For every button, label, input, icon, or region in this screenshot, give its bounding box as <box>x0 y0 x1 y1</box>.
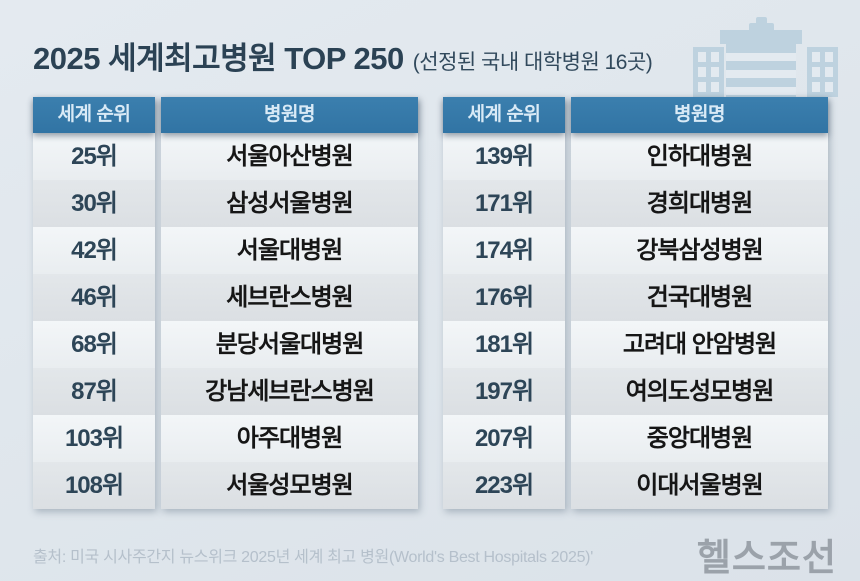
title-text: 2025 세계최고병원 TOP 250 <box>33 41 404 76</box>
hospital-name-cell: 서울아산병원 <box>161 133 418 180</box>
hospital-name-cell: 분당서울대병원 <box>161 321 418 368</box>
rank-cell: 139위 <box>443 133 565 180</box>
rank-column: 세계 순위 25위 30위 42위 46위 68위 87위 103위 108위 <box>33 97 155 509</box>
rank-cell: 171위 <box>443 180 565 227</box>
hospital-right-wing <box>807 47 838 97</box>
rank-cell: 87위 <box>33 368 155 415</box>
hospital-name-cell: 중앙대병원 <box>571 415 828 462</box>
rank-cell: 176위 <box>443 274 565 321</box>
hospital-name-cell: 건국대병원 <box>571 274 828 321</box>
hospital-name-column: 병원명 인하대병원 경희대병원 강북삼성병원 건국대병원 고려대 안암병원 여의… <box>571 97 828 509</box>
hospital-name-cell: 인하대병원 <box>571 133 828 180</box>
rank-cell: 103위 <box>33 415 155 462</box>
rank-cell: 207위 <box>443 415 565 462</box>
hospital-left-wing <box>693 47 724 97</box>
rank-cell: 46위 <box>33 274 155 321</box>
rank-cell: 197위 <box>443 368 565 415</box>
hospital-name-cell: 삼성서울병원 <box>161 180 418 227</box>
hospital-table-right: 세계 순위 139위 171위 174위 176위 181위 197위 207위… <box>443 97 828 509</box>
hospital-name-cell: 서울대병원 <box>161 227 418 274</box>
subtitle-text: (선정된 국내 대학병원 16곳) <box>412 51 653 74</box>
rank-cell: 108위 <box>33 462 155 509</box>
rank-cell: 181위 <box>443 321 565 368</box>
rank-cell: 68위 <box>33 321 155 368</box>
hospital-building-icon <box>693 17 838 97</box>
hospital-name-cell: 이대서울병원 <box>571 462 828 509</box>
rank-cell: 223위 <box>443 462 565 509</box>
hospital-name-cell: 강북삼성병원 <box>571 227 828 274</box>
healthchosun-logo: 헬스조선 <box>696 537 837 578</box>
hospital-table-left: 세계 순위 25위 30위 42위 46위 68위 87위 103위 108위 … <box>33 97 418 509</box>
column-header-name: 병원명 <box>161 97 418 133</box>
column-header-name: 병원명 <box>571 97 828 133</box>
hospital-name-cell: 강남세브란스병원 <box>161 368 418 415</box>
hospital-name-cell: 아주대병원 <box>161 415 418 462</box>
rank-cell: 174위 <box>443 227 565 274</box>
rank-column: 세계 순위 139위 171위 174위 176위 181위 197위 207위… <box>443 97 565 509</box>
hospital-name-column: 병원명 서울아산병원 삼성서울병원 서울대병원 세브란스병원 분당서울대병원 강… <box>161 97 418 509</box>
page-title: 2025 세계최고병원 TOP 250 (선정된 국내 대학병원 16곳) <box>33 33 653 78</box>
hospital-roof <box>720 30 802 44</box>
hospital-name-cell: 경희대병원 <box>571 180 828 227</box>
hospital-main-building <box>726 44 796 97</box>
hospital-name-cell: 고려대 안암병원 <box>571 321 828 368</box>
cross-icon <box>749 23 774 34</box>
rank-cell: 25위 <box>33 133 155 180</box>
column-header-rank: 세계 순위 <box>443 97 565 133</box>
hospital-name-cell: 서울성모병원 <box>161 462 418 509</box>
column-header-rank: 세계 순위 <box>33 97 155 133</box>
hospital-name-cell: 여의도성모병원 <box>571 368 828 415</box>
source-caption: 출처: 미국 시사주간지 뉴스위크 2025년 세계 최고 병원(World's… <box>33 549 593 566</box>
rank-cell: 30위 <box>33 180 155 227</box>
hospital-name-cell: 세브란스병원 <box>161 274 418 321</box>
rank-cell: 42위 <box>33 227 155 274</box>
